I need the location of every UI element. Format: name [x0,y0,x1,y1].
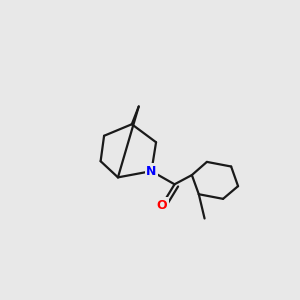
Text: N: N [146,165,157,178]
Text: O: O [157,199,167,212]
